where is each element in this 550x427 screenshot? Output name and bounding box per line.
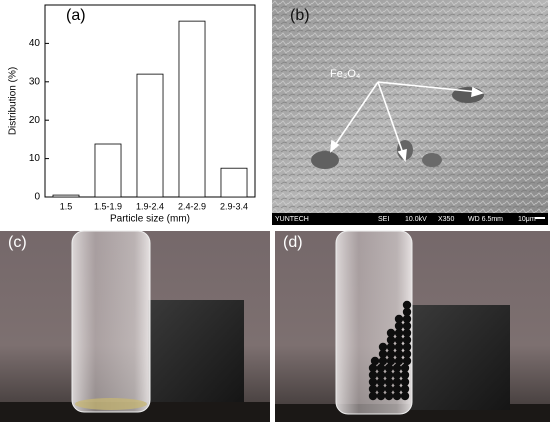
bead xyxy=(402,335,412,345)
bead xyxy=(394,342,404,352)
bar-chart: (a) Distribution (%) Particle size (mm) … xyxy=(8,4,256,225)
panel-label: (b) xyxy=(290,7,310,24)
bead xyxy=(394,328,404,338)
y-tick-label: 20 xyxy=(29,115,41,126)
liquid xyxy=(75,398,147,410)
bead xyxy=(378,349,388,359)
bead xyxy=(368,377,378,387)
bead xyxy=(392,363,402,373)
bar xyxy=(94,143,122,198)
bead xyxy=(402,356,412,366)
photo: (c) xyxy=(0,230,270,422)
bead xyxy=(400,363,410,373)
bead xyxy=(400,391,410,401)
bead xyxy=(386,356,396,366)
x-tick-label: 1.5 xyxy=(60,201,73,211)
bar xyxy=(178,20,206,198)
particle xyxy=(422,153,442,167)
photo: (d) xyxy=(275,230,550,422)
y-tick-label: 30 xyxy=(29,76,41,87)
bead xyxy=(402,300,412,310)
tube xyxy=(71,230,151,413)
bead xyxy=(394,314,404,324)
x-axis-label: Particle size (mm) xyxy=(110,214,190,225)
bead xyxy=(386,328,396,338)
bead xyxy=(370,356,380,366)
panel-label: (c) xyxy=(8,234,27,251)
sem-footer-text: X350 xyxy=(438,216,454,223)
bead xyxy=(368,363,378,373)
sem-footer-text: SEI xyxy=(378,216,389,223)
sem-footer xyxy=(272,213,548,225)
bead xyxy=(376,391,386,401)
x-tick-label: 1.9-2.4 xyxy=(136,201,164,211)
sem-image: (b) Fe₃O₄ YUNTECH SEI 10.0kV X350 WD 6.5mm 10… xyxy=(272,0,548,225)
sem-footer-text: 10.0kV xyxy=(405,216,427,223)
bead xyxy=(402,314,412,324)
bead xyxy=(386,342,396,352)
bead xyxy=(378,342,388,352)
bead xyxy=(376,363,386,373)
bead xyxy=(384,363,394,373)
bead xyxy=(394,356,404,366)
bead xyxy=(394,349,404,359)
bead xyxy=(402,321,412,331)
x-tick-label: 1.5-1.9 xyxy=(94,201,122,211)
bead xyxy=(384,391,394,401)
bead xyxy=(392,377,402,387)
bead xyxy=(400,384,410,394)
sem-footer-text: YUNTECH xyxy=(275,216,309,223)
sem-footer-text: 10μm xyxy=(518,216,536,223)
y-tick-label: 10 xyxy=(29,153,41,164)
bead xyxy=(384,370,394,380)
bead xyxy=(394,335,404,345)
bead xyxy=(376,370,386,380)
x-tick-label: 2.4-2.9 xyxy=(178,201,206,211)
y-axis-label: Distribution (%) xyxy=(8,67,19,135)
magnet xyxy=(148,300,244,402)
beads xyxy=(368,300,412,401)
x-tick-label: 2.9-3.4 xyxy=(220,201,248,211)
bead xyxy=(402,342,412,352)
bead xyxy=(402,349,412,359)
scale-bar xyxy=(535,217,545,219)
bead xyxy=(384,377,394,387)
bead xyxy=(368,391,378,401)
panel-label: (a) xyxy=(66,7,86,24)
bead xyxy=(376,377,386,387)
bead xyxy=(384,384,394,394)
bead xyxy=(368,370,378,380)
sem-footer-text: WD 6.5mm xyxy=(468,216,503,223)
bead xyxy=(386,349,396,359)
magnet xyxy=(410,305,510,410)
sem-texture xyxy=(272,0,548,213)
y-tick-label: 0 xyxy=(34,192,40,203)
bead xyxy=(368,384,378,394)
bead xyxy=(376,384,386,394)
bead xyxy=(402,328,412,338)
bead xyxy=(402,307,412,317)
particle xyxy=(311,151,339,169)
bead xyxy=(394,321,404,331)
annotation: Fe₃O₄ xyxy=(330,68,361,80)
bead xyxy=(386,335,396,345)
bead xyxy=(378,356,388,366)
bar xyxy=(52,194,80,198)
bead xyxy=(392,391,402,401)
bead xyxy=(400,377,410,387)
bead xyxy=(392,370,402,380)
bead xyxy=(400,370,410,380)
arrows xyxy=(330,81,485,163)
panel-label: (d) xyxy=(283,234,303,251)
bar xyxy=(220,167,248,198)
bar xyxy=(136,73,164,198)
bead xyxy=(392,384,402,394)
y-tick-label: 40 xyxy=(29,38,41,49)
